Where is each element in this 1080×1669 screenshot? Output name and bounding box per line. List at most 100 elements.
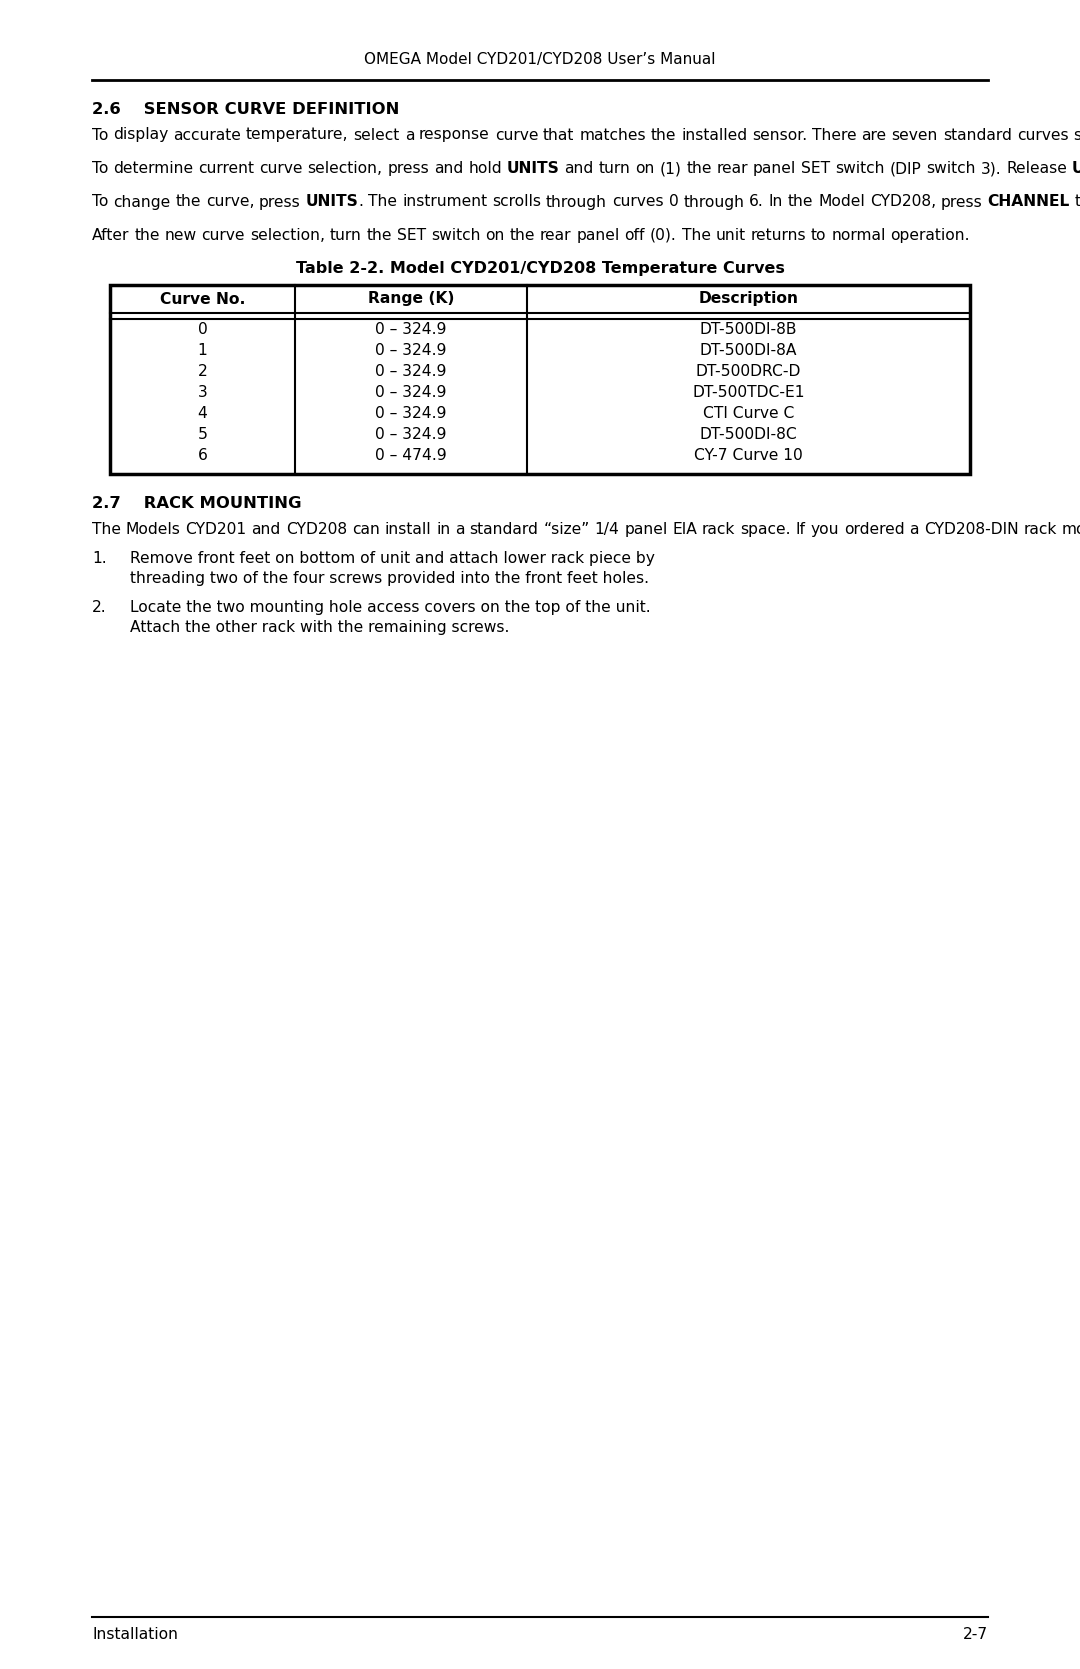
Text: 1: 1 — [198, 344, 207, 357]
Text: DT-500TDC-E1: DT-500TDC-E1 — [692, 386, 805, 401]
Text: are: are — [862, 127, 887, 142]
Text: rear: rear — [540, 229, 571, 244]
Text: After: After — [92, 229, 130, 244]
Text: Attach the other rack with the remaining screws.: Attach the other rack with the remaining… — [130, 619, 510, 634]
Text: off: off — [624, 229, 645, 244]
Text: press: press — [259, 195, 301, 210]
Text: rack: rack — [1023, 521, 1056, 536]
Text: the: the — [175, 195, 201, 210]
Text: rack: rack — [702, 521, 735, 536]
Text: UNITS: UNITS — [1071, 160, 1080, 175]
Text: on: on — [635, 160, 654, 175]
Text: selection,: selection, — [249, 229, 325, 244]
Text: curves: curves — [1016, 127, 1068, 142]
Text: switch: switch — [927, 160, 975, 175]
Text: ordered: ordered — [843, 521, 905, 536]
Text: turn: turn — [598, 160, 631, 175]
Text: on: on — [485, 229, 504, 244]
Text: 0 – 474.9: 0 – 474.9 — [375, 447, 447, 462]
Text: Description: Description — [699, 292, 798, 307]
Text: To: To — [92, 195, 108, 210]
Text: DT-500DRC-D: DT-500DRC-D — [696, 364, 801, 379]
Text: seven: seven — [892, 127, 939, 142]
Text: and: and — [565, 160, 594, 175]
Text: determine: determine — [113, 160, 193, 175]
Text: Table 2-2. Model CYD201/CYD208 Temperature Curves: Table 2-2. Model CYD201/CYD208 Temperatu… — [296, 262, 784, 277]
Text: 6.: 6. — [750, 195, 764, 210]
Text: select: select — [353, 127, 400, 142]
Text: The: The — [368, 195, 397, 210]
Text: DT-500DI-8B: DT-500DI-8B — [700, 322, 797, 337]
Text: CHANNEL: CHANNEL — [987, 195, 1070, 210]
Text: SET: SET — [801, 160, 831, 175]
Text: can: can — [352, 521, 380, 536]
Text: DT-500DI-8C: DT-500DI-8C — [700, 427, 797, 442]
Text: 0 – 324.9: 0 – 324.9 — [375, 344, 447, 357]
Text: stored: stored — [1074, 127, 1080, 142]
Text: 1.: 1. — [92, 551, 107, 566]
Text: and: and — [252, 521, 281, 536]
Text: OMEGA Model CYD201/CYD208 User’s Manual: OMEGA Model CYD201/CYD208 User’s Manual — [364, 52, 716, 67]
Text: Installation: Installation — [92, 1627, 178, 1642]
Text: Models: Models — [126, 521, 180, 536]
Text: mounting: mounting — [1062, 521, 1080, 536]
Text: 5: 5 — [198, 427, 207, 442]
Text: UNITS: UNITS — [507, 160, 559, 175]
Text: curve: curve — [495, 127, 538, 142]
Text: (1): (1) — [660, 160, 681, 175]
Text: CYD208,: CYD208, — [869, 195, 936, 210]
Text: CTI Curve C: CTI Curve C — [703, 406, 794, 421]
Text: 2.: 2. — [92, 599, 107, 614]
Text: panel: panel — [577, 229, 620, 244]
Text: 3: 3 — [198, 386, 207, 401]
Text: the: the — [366, 229, 392, 244]
Text: standard: standard — [943, 127, 1012, 142]
Text: through: through — [684, 195, 744, 210]
Text: unit: unit — [715, 229, 745, 244]
Text: SET: SET — [397, 229, 427, 244]
Text: Release: Release — [1005, 160, 1067, 175]
Text: change: change — [113, 195, 171, 210]
Text: 4: 4 — [198, 406, 207, 421]
Text: the: the — [510, 229, 535, 244]
Text: DT-500DI-8A: DT-500DI-8A — [700, 344, 797, 357]
Text: 0: 0 — [198, 322, 207, 337]
Text: rear: rear — [717, 160, 748, 175]
Text: matches: matches — [579, 127, 646, 142]
Text: temperature,: temperature, — [246, 127, 349, 142]
Text: (0).: (0). — [650, 229, 677, 244]
Text: accurate: accurate — [174, 127, 241, 142]
Text: that: that — [543, 127, 575, 142]
Text: curves: curves — [612, 195, 663, 210]
Text: sensor.: sensor. — [752, 127, 807, 142]
Text: normal: normal — [832, 229, 886, 244]
Text: Curve No.: Curve No. — [160, 292, 245, 307]
Text: curve: curve — [202, 229, 245, 244]
Bar — [110, 285, 970, 474]
Text: 3).: 3). — [981, 160, 1001, 175]
Text: instrument: instrument — [402, 195, 487, 210]
Text: a: a — [909, 521, 919, 536]
Text: switch: switch — [431, 229, 481, 244]
Text: 1/4: 1/4 — [594, 521, 619, 536]
Text: (DIP: (DIP — [890, 160, 921, 175]
Text: The: The — [681, 229, 711, 244]
Text: a: a — [455, 521, 464, 536]
Text: switch: switch — [835, 160, 885, 175]
Text: 2.7    RACK MOUNTING: 2.7 RACK MOUNTING — [92, 496, 301, 511]
Text: 2-7: 2-7 — [962, 1627, 988, 1642]
Text: a: a — [405, 127, 414, 142]
Text: .: . — [359, 195, 364, 210]
Text: 0: 0 — [669, 195, 678, 210]
Text: panel: panel — [624, 521, 667, 536]
Text: “size”: “size” — [543, 521, 590, 536]
Text: to: to — [1075, 195, 1080, 210]
Text: scrolls: scrolls — [492, 195, 541, 210]
Text: If: If — [796, 521, 806, 536]
Text: returns: returns — [751, 229, 806, 244]
Text: Model: Model — [819, 195, 865, 210]
Text: The: The — [92, 521, 121, 536]
Text: CYD208-DIN: CYD208-DIN — [923, 521, 1018, 536]
Text: you: you — [810, 521, 839, 536]
Text: installed: installed — [681, 127, 747, 142]
